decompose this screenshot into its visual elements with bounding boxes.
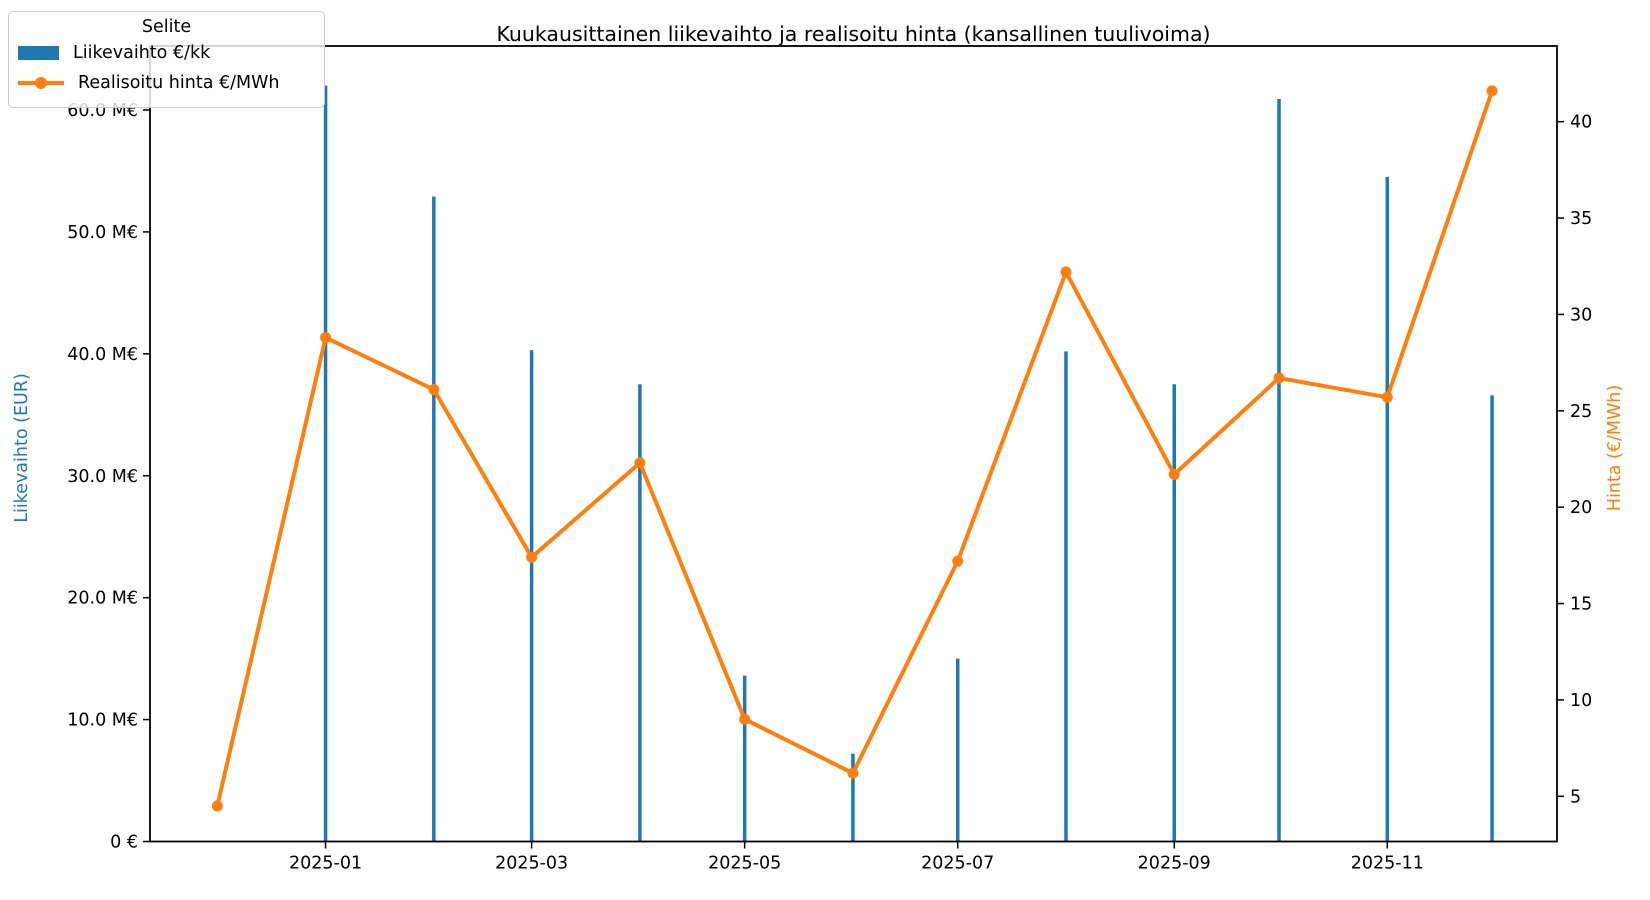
bar-2025-03 xyxy=(529,350,534,842)
price-marker-2025-08 xyxy=(1060,266,1072,278)
bar-2025-02 xyxy=(432,196,436,842)
left-tick-label: 40.0 M€ xyxy=(67,345,138,365)
legend-title: Selite xyxy=(141,17,192,37)
right-tick-label: 10 xyxy=(1570,691,1592,711)
legend-entry-price: Realisoitu hinta €/MWh xyxy=(9,68,324,98)
price-marker-2025-03 xyxy=(526,551,538,563)
bar-2025-12 xyxy=(1490,395,1494,842)
right-tick-label: 30 xyxy=(1570,305,1592,325)
bar-2025-06 xyxy=(851,753,855,842)
price-marker-2025-04 xyxy=(634,457,646,469)
left-tick-label: 30.0 M€ xyxy=(67,467,138,487)
right-tick-label: 15 xyxy=(1570,595,1592,615)
plot-spines xyxy=(149,45,1558,843)
x-tick-label: 2025-11 xyxy=(1351,854,1424,874)
left-tick-label: 10.0 M€ xyxy=(67,711,138,731)
bar-2025-08 xyxy=(1064,351,1068,842)
bar-2025-04 xyxy=(638,384,642,842)
legend: Selite Liikevaihto €/kk Realisoitu hinta… xyxy=(8,11,325,108)
x-tick-label: 2025-09 xyxy=(1138,854,1211,874)
left-axis-label: Liikevaihto (EUR) xyxy=(12,373,32,523)
legend-bar-swatch xyxy=(18,46,59,60)
left-tick-label: 0 € xyxy=(110,833,138,853)
price-marker-2025-06 xyxy=(847,767,859,779)
bar-2025-07 xyxy=(955,658,960,842)
right-tick-label: 20 xyxy=(1570,498,1592,518)
x-tick-label: 2025-01 xyxy=(289,854,362,874)
price-marker-2025-05 xyxy=(739,713,751,725)
x-tick-label: 2025-03 xyxy=(495,854,568,874)
right-tick-label: 25 xyxy=(1570,402,1592,422)
bar-2025-09 xyxy=(1172,384,1176,842)
price-marker-2025-02 xyxy=(428,384,440,396)
bar-2025-05 xyxy=(742,675,747,842)
price-line xyxy=(215,88,1495,808)
right-tick-label: 35 xyxy=(1570,209,1592,229)
bar-2025-01 xyxy=(323,85,328,842)
price-marker-2025-12 xyxy=(1486,85,1498,97)
legend-entry-revenue: Liikevaihto €/kk xyxy=(9,38,324,68)
legend-entry-label: Liikevaihto €/kk xyxy=(73,43,211,63)
bar-2025-11 xyxy=(1385,177,1390,842)
right-axis-label: Hinta (€/MWh) xyxy=(1605,385,1625,511)
left-tick-label: 50.0 M€ xyxy=(67,223,138,243)
chart-title: Kuukausittainen liikevaihto ja realisoit… xyxy=(496,22,1210,46)
right-tick-label: 5 xyxy=(1570,787,1581,807)
bar-2025-10 xyxy=(1277,99,1281,842)
price-marker-2025-09 xyxy=(1168,468,1180,480)
legend-line-swatch xyxy=(18,77,64,89)
legend-line-marker xyxy=(35,77,47,89)
price-marker-2025-07 xyxy=(952,555,964,567)
x-tick-label: 2025-05 xyxy=(708,854,781,874)
price-marker-2025-11 xyxy=(1381,391,1393,403)
price-marker-2025-10 xyxy=(1273,372,1285,384)
left-tick-label: 20.0 M€ xyxy=(67,589,138,609)
legend-entry-label: Realisoitu hinta €/MWh xyxy=(78,73,280,93)
right-tick-label: 40 xyxy=(1570,113,1592,133)
price-marker-2025-01 xyxy=(320,332,332,344)
x-tick-label: 2025-07 xyxy=(921,854,994,874)
price-marker-2024-12 xyxy=(211,800,223,812)
